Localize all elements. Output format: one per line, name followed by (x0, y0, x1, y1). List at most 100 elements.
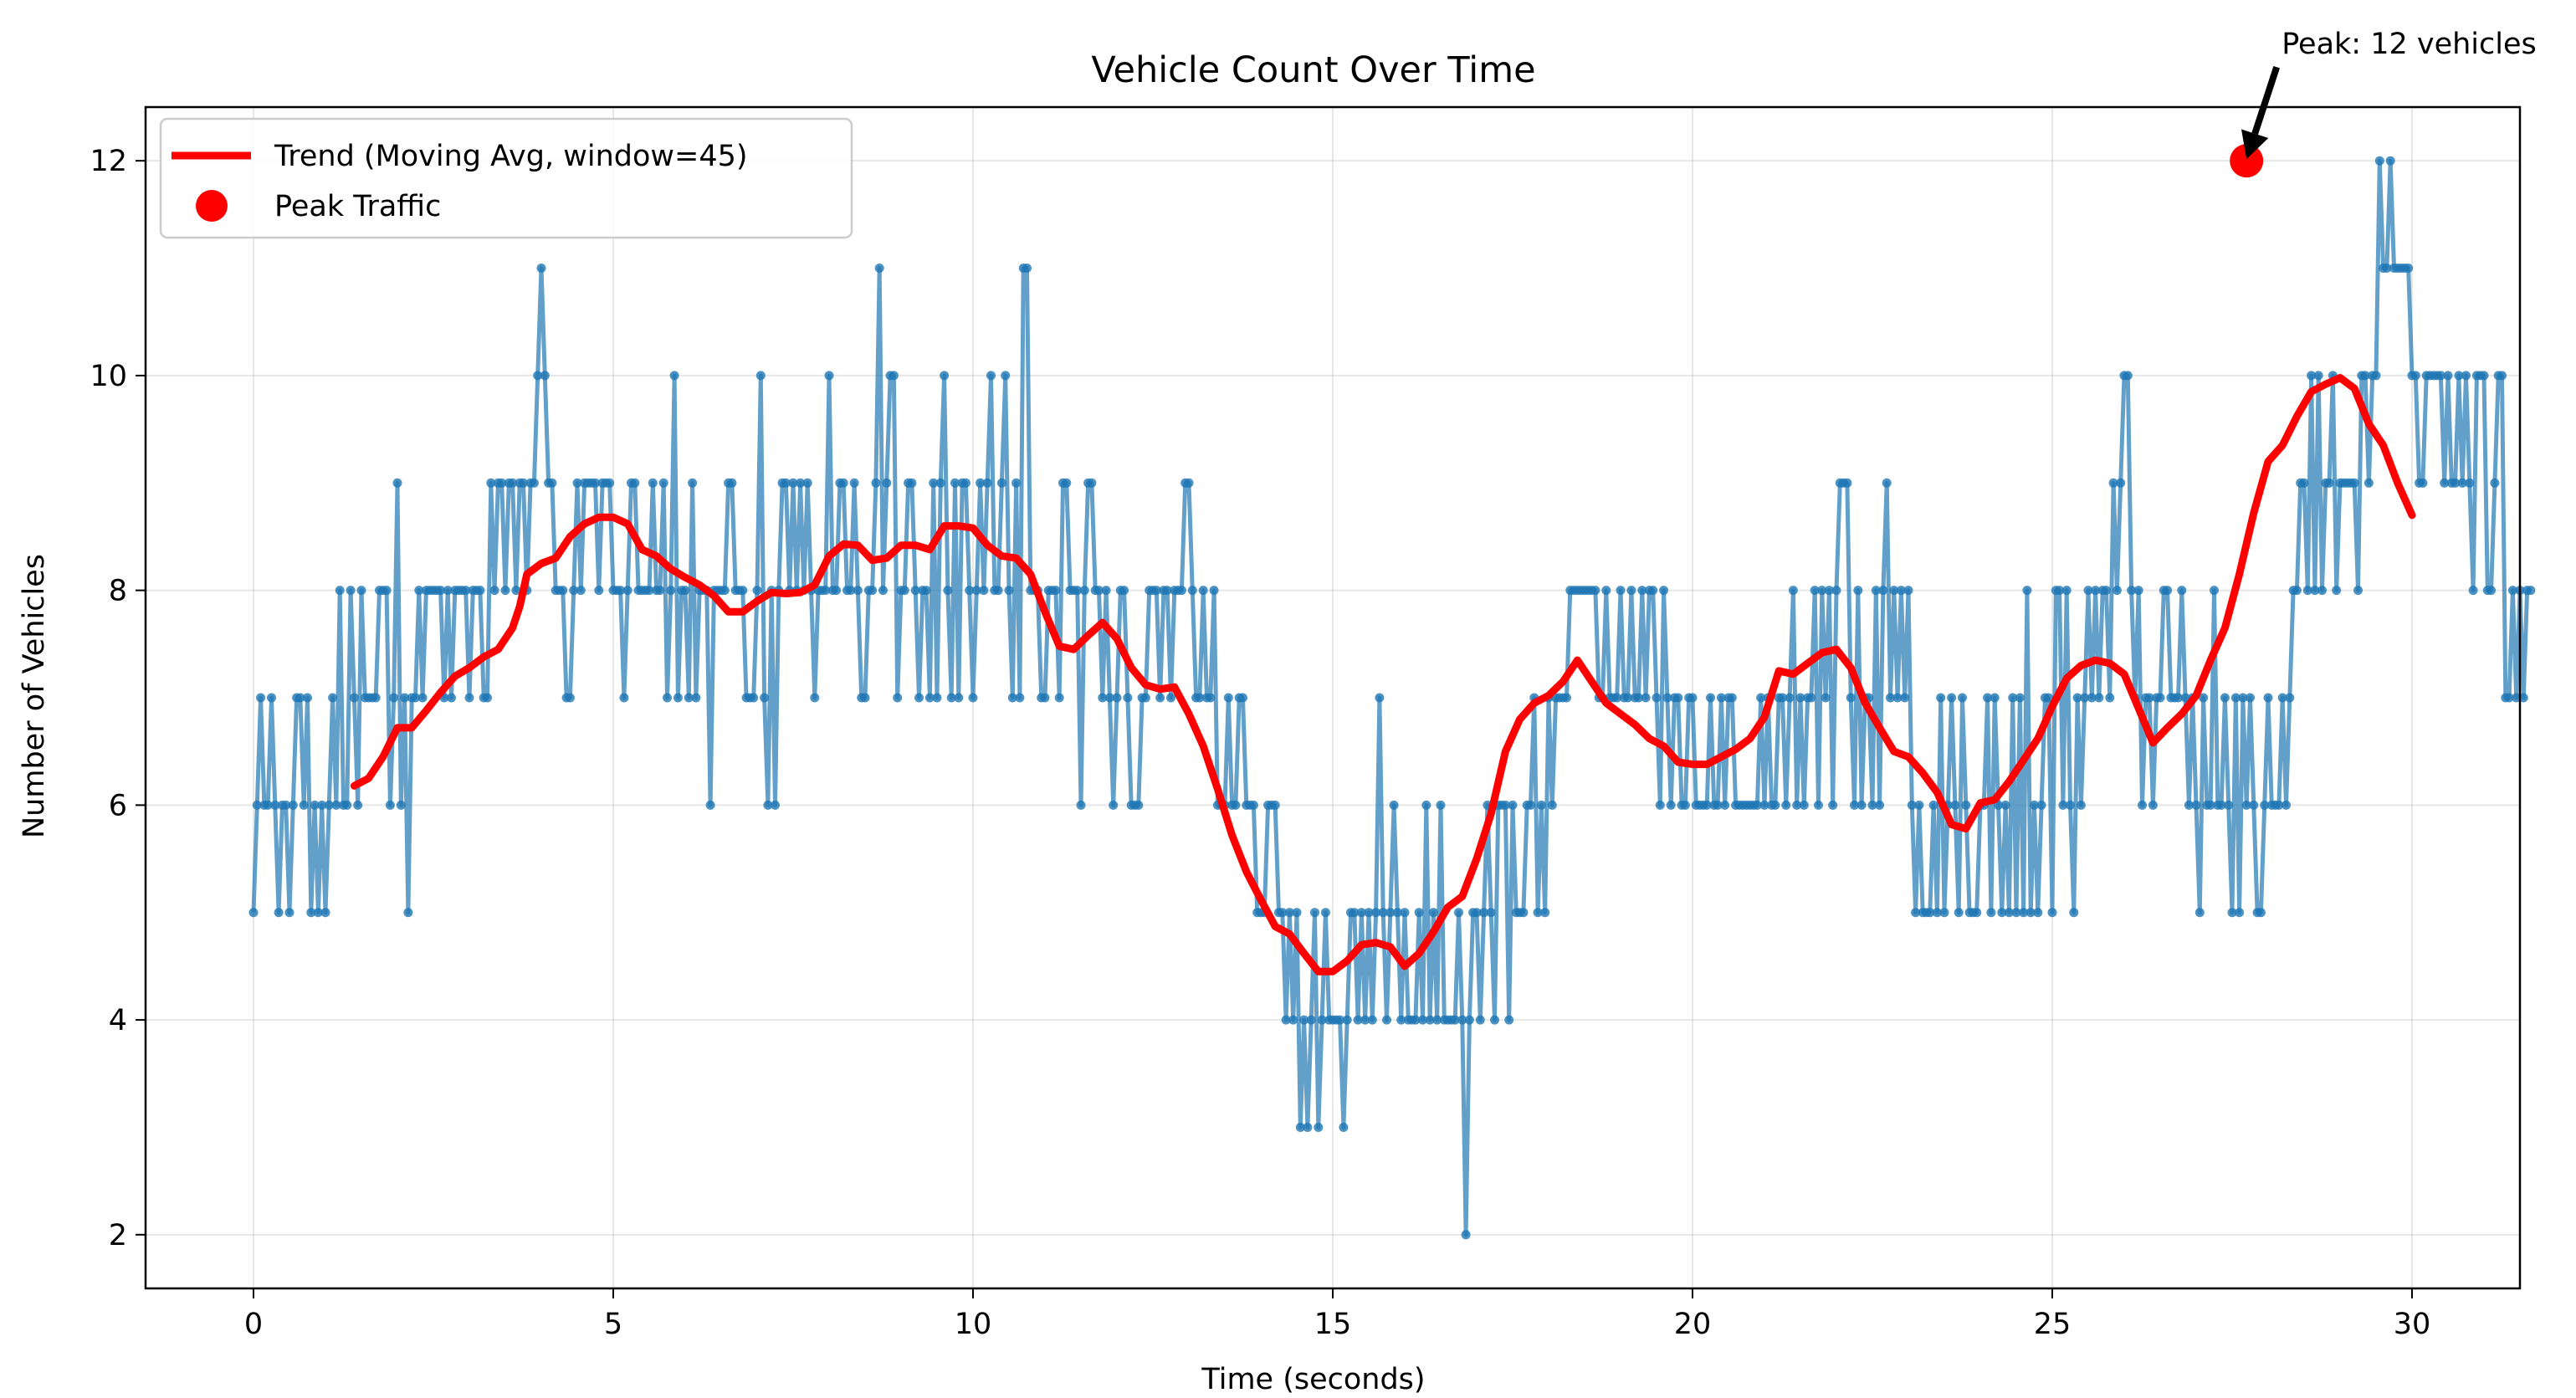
vehicle-count-point (565, 693, 575, 703)
vehicle-count-point (1907, 800, 1917, 810)
vehicle-count-point (666, 586, 676, 596)
vehicle-count-point (2507, 586, 2517, 596)
vehicle-count-point (2454, 371, 2464, 381)
legend-trend-label: Trend (Moving Avg, window=45) (274, 140, 748, 173)
vehicle-count-point (760, 693, 770, 703)
vehicle-count-point (2105, 693, 2115, 703)
vehicle-count-point (2349, 478, 2359, 488)
vehicle-count-point (1925, 908, 1935, 918)
vehicle-count-point (1842, 478, 1852, 488)
vehicle-count-point (2191, 800, 2201, 810)
vehicle-count-point (1889, 586, 1899, 596)
vehicle-count-point (396, 800, 406, 810)
vehicle-count-point (1284, 908, 1294, 918)
vehicle-count-point (1004, 586, 1014, 596)
vehicle-count-point (673, 693, 683, 703)
vehicle-count-point (1623, 693, 1633, 703)
vehicle-count-point (274, 908, 284, 918)
peak-marker (2230, 144, 2264, 178)
vehicle-count-point (335, 586, 345, 596)
y-axis-label: Number of Vehicles (18, 554, 51, 838)
vehicle-count-point (993, 586, 1003, 596)
vehicle-count-point (1450, 1015, 1460, 1025)
vehicle-count-point (1756, 693, 1766, 703)
vehicle-count-point (447, 693, 456, 703)
annotation-arrow-shaft (2251, 65, 2281, 136)
vehicle-count-point (1382, 1015, 1391, 1025)
legend-peak-label: Peak Traffic (274, 190, 441, 223)
vehicle-count-point (2274, 800, 2284, 810)
vehicle-count-point (1011, 478, 1022, 488)
y-tick-label: 4 (109, 1004, 127, 1037)
vehicle-count-point (1850, 800, 1859, 810)
vehicle-count-point (295, 693, 305, 703)
vehicle-count-point (1752, 800, 1762, 810)
vehicle-count-point (2497, 371, 2507, 381)
vehicle-count-point (2127, 586, 2137, 596)
vehicle-count-point (2302, 586, 2312, 596)
vehicle-count-point (2076, 800, 2086, 810)
vehicle-count-point (1616, 586, 1626, 596)
vehicle-count-point (2299, 478, 2309, 488)
vehicle-count-point (932, 693, 942, 703)
vehicle-count-point (2313, 371, 2323, 381)
annotation-text: Peak: 12 vehicles (2282, 28, 2537, 61)
vehicle-count-point (824, 371, 834, 381)
vehicle-count-point (1073, 586, 1083, 596)
vehicle-count-point (821, 586, 831, 596)
vehicle-count-point (2479, 371, 2489, 381)
vehicle-count-point (2353, 586, 2363, 596)
vehicle-count-point (860, 693, 870, 703)
vehicle-count-point (2069, 908, 2079, 918)
vehicle-count-point (2490, 478, 2500, 488)
vehicle-count-point (2008, 693, 2018, 703)
vehicle-count-point (943, 586, 953, 596)
vehicle-count-point (1871, 586, 1881, 596)
vehicle-count-point (1856, 800, 1867, 810)
vehicle-count-point (1464, 1015, 1474, 1025)
vehicle-count-point (889, 371, 899, 381)
vehicle-count-point (1914, 800, 1924, 810)
vehicle-count-point (267, 693, 276, 703)
vehicle-count-point (1950, 800, 1960, 810)
vehicle-count-point (1414, 908, 1424, 918)
vehicle-count-point (317, 800, 327, 810)
vehicle-count-point (1022, 264, 1032, 273)
vehicle-count-point (921, 586, 931, 596)
vehicle-count-point (256, 693, 266, 703)
vehicle-count-point (328, 693, 338, 703)
vehicle-count-point (622, 586, 632, 596)
vehicle-count-point (385, 800, 395, 810)
vehicle-count-point (2163, 586, 2173, 596)
vehicle-count-point (2108, 478, 2118, 488)
vehicle-count-point (1206, 693, 1216, 703)
vehicle-count-point (2044, 693, 2054, 703)
vehicle-count-point (1155, 693, 1165, 703)
x-tick-label: 30 (2394, 1308, 2431, 1341)
vehicle-count-point (303, 693, 312, 703)
vehicle-count-point (1785, 693, 1795, 703)
vehicle-count-point (2180, 693, 2190, 703)
vehicle-count-point (529, 478, 539, 488)
vehicle-count-point (2177, 586, 2187, 596)
vehicle-count-point (1371, 908, 1381, 918)
vehicle-count-point (2241, 800, 2251, 810)
vehicle-count-point (2512, 693, 2522, 703)
vehicle-count-point (2216, 800, 2226, 810)
vehicle-count-point (1648, 586, 1658, 596)
vehicle-count-point (1292, 908, 1302, 918)
vehicle-count-point (1109, 800, 1119, 810)
vehicle-count-point (1900, 693, 1910, 703)
vehicle-count-point (2260, 800, 2270, 810)
vehicle-count-point (281, 800, 291, 810)
vehicle-count-point (2371, 371, 2381, 381)
vehicle-count-point (907, 478, 917, 488)
vehicle-count-point (1727, 693, 1737, 703)
vehicle-count-point (2000, 800, 2010, 810)
x-tick-label: 20 (1674, 1308, 1712, 1341)
vehicle-count-point (2080, 693, 2090, 703)
vehicle-count-point (802, 478, 812, 488)
vehicle-count-point (349, 693, 359, 703)
vehicle-count-point (1176, 586, 1186, 596)
